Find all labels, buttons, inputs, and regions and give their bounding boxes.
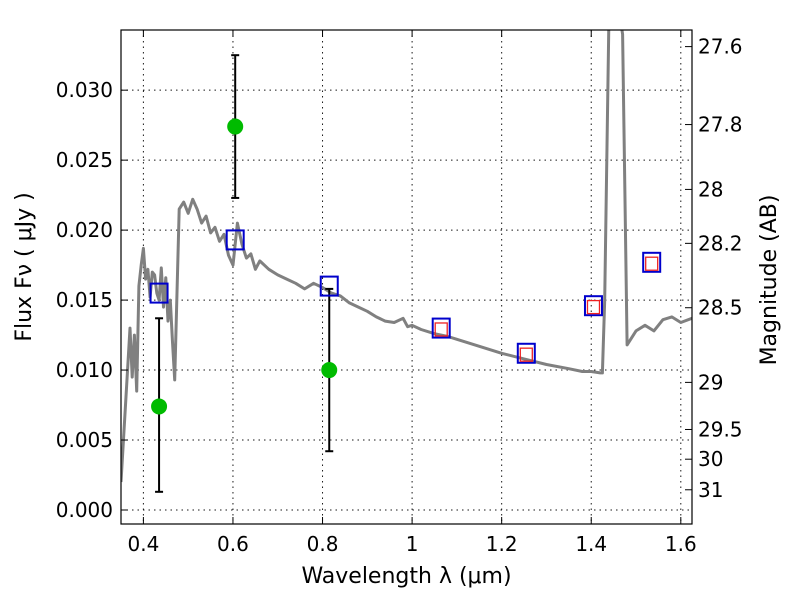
y2-axis-label: Magnitude (AB) [757,195,782,366]
y-tick-label: 0.005 [56,428,113,452]
y-tick-label: 0.025 [56,148,113,172]
model-spectrum [121,30,692,483]
model-band-inner-point [586,299,601,315]
observed-point [227,118,244,135]
plot-frame [120,29,693,525]
x-tick-label: 0.6 [217,532,249,556]
y2-tick-label: 29 [698,370,723,394]
y2-tick-label: 30 [698,447,723,471]
y2-tick-label: 27.8 [698,113,743,137]
y-axis-ticks: 0.000 0.005 0.010 0.015 0.020 0.025 0.030 [56,78,128,522]
model-band-point [516,342,536,364]
y-tick-label: 0.010 [56,358,113,382]
model-band-point [642,251,662,273]
y2-tick-label: 31 [698,478,723,502]
model-band-inner-point [519,347,533,362]
y-tick-label: 0.030 [56,78,113,102]
y-tick-label: 0.000 [56,498,113,522]
model-band-point [225,229,245,251]
y-tick-label: 0.020 [56,218,113,242]
model-band-point [149,282,169,304]
y2-tick-label: 29.5 [698,417,743,441]
x-tick-label: 0.8 [307,532,339,556]
model-band-inner-point [434,322,448,337]
observed-point [151,398,168,415]
y2-tick-label: 28.5 [698,296,743,320]
model-band-points [149,229,662,364]
y2-axis-ticks: 27.6 27.8 28 28.2 28.5 29 29.5 30 31 [685,35,743,502]
y2-tick-label: 28 [698,177,723,201]
model-band-point [583,295,603,317]
x-tick-label: 1.4 [575,532,607,556]
y2-tick-label: 28.2 [698,231,743,255]
x-tick-label: 1.6 [665,532,697,556]
y-tick-label: 0.015 [56,288,113,312]
x-axis-label: Wavelength λ (μm) [301,564,511,589]
observed-point [321,362,338,379]
observed-points [151,54,338,493]
x-axis-ticks: 0.4 0.6 0.8 1 1.2 1.4 1.6 [127,30,697,556]
y2-tick-label: 27.6 [698,35,743,59]
x-tick-label: 1 [406,532,419,556]
model-band-inner-point [645,256,659,271]
y-axis-label: Flux Fν ( μJy ) [12,192,37,341]
x-tick-label: 1.2 [486,532,518,556]
model-spectrum-line [121,30,692,483]
x-tick-label: 0.4 [127,532,159,556]
model-band-point [319,275,339,297]
model-band-point [431,317,451,339]
